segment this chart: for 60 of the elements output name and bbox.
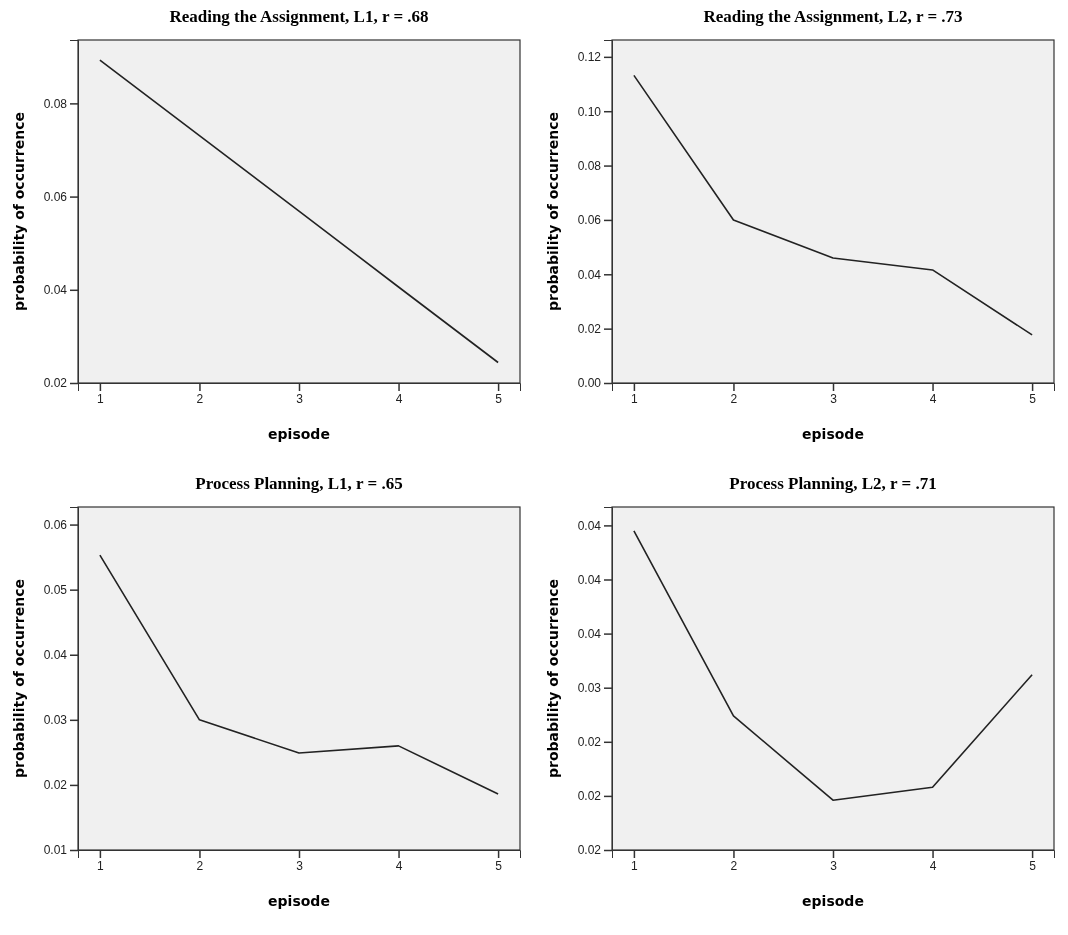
line-series — [99, 59, 499, 364]
x-tick-label: 2 — [196, 391, 204, 406]
y-tick-label: 0.02 — [577, 843, 602, 858]
x-tick-label: 1 — [631, 391, 639, 406]
y-tick-label: 0.08 — [577, 158, 602, 173]
chart-title: Process Planning, L2, r = .71 — [729, 474, 937, 493]
x-tick-label: 2 — [730, 858, 738, 873]
chart-title: Reading the Assignment, L2, r = .73 — [703, 7, 963, 26]
x-tick-label: 2 — [730, 391, 738, 406]
x-tick-label: 5 — [495, 391, 503, 406]
x-axis-title: episode — [268, 893, 330, 909]
x-tick-label: 4 — [929, 391, 937, 406]
y-axis-title: probability of occurrence — [11, 112, 27, 311]
x-tick-label: 4 — [929, 858, 937, 873]
chart-title: Process Planning, L1, r = .65 — [195, 474, 403, 493]
y-axis-title: probability of occurrence — [545, 112, 561, 311]
chart-title: Reading the Assignment, L1, r = .68 — [169, 7, 429, 26]
line-series — [633, 74, 1033, 336]
y-axis-title: probability of occurrence — [545, 579, 561, 778]
y-tick-label: 0.05 — [43, 583, 68, 597]
x-tick-label: 1 — [97, 391, 105, 406]
y-tick-label: 0.04 — [577, 518, 602, 533]
y-tick-label: 0.04 — [577, 572, 602, 587]
y-tick-label: 0.03 — [43, 713, 68, 728]
y-tick-label: 0.04 — [43, 648, 68, 663]
y-tick-label: 0.00 — [577, 376, 602, 391]
x-tick-label: 4 — [395, 858, 403, 873]
y-tick-label: 0.02 — [43, 376, 68, 391]
y-tick-label: 0.12 — [577, 50, 602, 65]
y-tick-label: 0.02 — [577, 789, 602, 804]
y-tick-label: 0.02 — [577, 735, 602, 750]
x-axis-title: episode — [268, 426, 330, 442]
y-tick-label: 0.01 — [43, 843, 68, 858]
line-series — [633, 530, 1033, 802]
x-tick-label: 3 — [830, 391, 838, 406]
x-tick-label: 3 — [296, 391, 304, 406]
y-tick-label: 0.02 — [577, 321, 602, 336]
y-tick-label: 0.06 — [577, 213, 602, 228]
x-tick-label: 3 — [830, 858, 838, 873]
x-tick-label: 2 — [196, 858, 204, 873]
y-tick-label: 0.04 — [43, 283, 68, 298]
y-tick-label: 0.08 — [43, 96, 68, 111]
x-tick-label: 1 — [97, 858, 105, 873]
x-tick-label: 5 — [1029, 391, 1037, 406]
x-tick-label: 5 — [495, 858, 503, 873]
x-tick-label: 1 — [631, 858, 639, 873]
y-tick-label: 0.03 — [577, 681, 602, 696]
x-tick-label: 5 — [1029, 858, 1037, 873]
line-series — [99, 554, 499, 795]
x-axis-title: episode — [802, 893, 864, 909]
y-tick-label: 0.06 — [43, 189, 68, 204]
x-axis-title: episode — [802, 426, 864, 442]
x-tick-label: 4 — [395, 391, 403, 406]
y-axis-title: probability of occurrence — [11, 579, 27, 778]
y-tick-label: 0.10 — [577, 104, 602, 119]
y-tick-label: 0.04 — [577, 267, 602, 282]
y-tick-label: 0.02 — [43, 778, 68, 793]
y-tick-label: 0.04 — [577, 626, 602, 641]
y-tick-label: 0.06 — [43, 517, 68, 532]
x-tick-label: 3 — [296, 858, 304, 873]
